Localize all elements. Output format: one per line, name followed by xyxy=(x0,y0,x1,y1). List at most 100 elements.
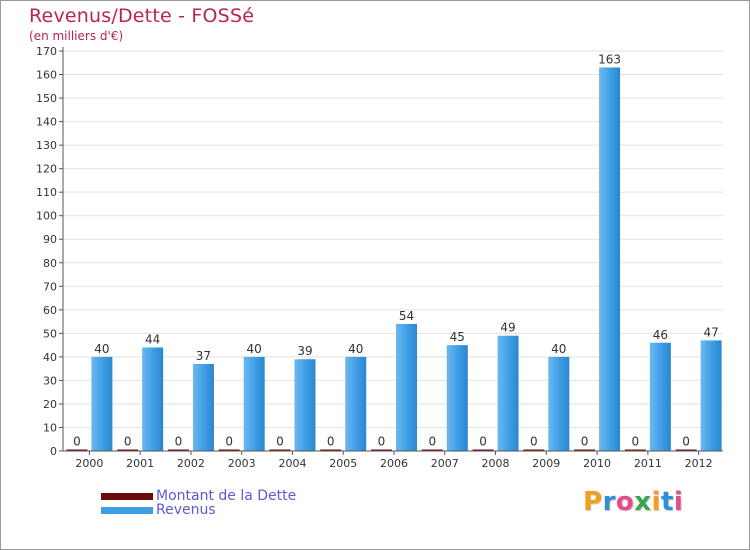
y-tick-label: 120 xyxy=(36,163,57,176)
x-tick-label-2006: 2006 xyxy=(380,457,408,470)
data-label-dette-2009: 0 xyxy=(530,435,538,449)
y-tick-label: 10 xyxy=(43,421,57,434)
bar-dette-2010 xyxy=(574,449,596,451)
data-label-revenus-2000: 40 xyxy=(94,342,109,356)
brand-letter: r xyxy=(602,487,616,517)
y-tick-label: 40 xyxy=(43,351,57,364)
x-tick-label-2012: 2012 xyxy=(685,457,713,470)
brand-letter: i xyxy=(673,487,684,517)
y-tick-label: 110 xyxy=(36,186,57,199)
bar-revenus-2001 xyxy=(142,347,164,451)
data-label-dette-2002: 0 xyxy=(175,435,183,449)
data-label-revenus-2007: 45 xyxy=(450,330,465,344)
data-label-dette-2005: 0 xyxy=(327,435,335,449)
bar-dette-2004 xyxy=(269,449,291,451)
data-label-dette-2003: 0 xyxy=(225,435,233,449)
y-tick-label: 50 xyxy=(43,327,57,340)
data-label-dette-2007: 0 xyxy=(428,435,436,449)
data-label-revenus-2010: 163 xyxy=(598,52,621,66)
bar-dette-2011 xyxy=(624,449,646,451)
bar-revenus-2008 xyxy=(497,335,519,451)
bar-dette-2005 xyxy=(320,449,342,451)
y-tick-label: 150 xyxy=(36,92,57,105)
data-label-revenus-2004: 39 xyxy=(297,344,312,358)
bar-revenus-2011 xyxy=(649,342,671,451)
legend-label-revenus: Revenus xyxy=(156,502,216,518)
bar-revenus-2004 xyxy=(294,359,316,451)
legend-swatch-revenus xyxy=(101,506,153,514)
y-tick-label: 170 xyxy=(36,45,57,58)
x-tick-label-2010: 2010 xyxy=(583,457,611,470)
x-tick-label-2007: 2007 xyxy=(431,457,459,470)
brand-letter: o xyxy=(615,487,635,517)
legend-item-dette: Montant de la Dette xyxy=(101,488,296,504)
data-label-dette-2010: 0 xyxy=(581,435,589,449)
data-label-revenus-2006: 54 xyxy=(399,309,414,323)
y-tick-label: 70 xyxy=(43,280,57,293)
y-tick-label: 30 xyxy=(43,374,57,387)
data-label-revenus-2011: 46 xyxy=(653,328,668,342)
y-tick-label: 160 xyxy=(36,69,57,82)
bar-revenus-2003 xyxy=(243,356,265,451)
data-label-revenus-2002: 37 xyxy=(196,349,211,363)
bar-revenus-2006 xyxy=(396,323,417,451)
bar-dette-2001 xyxy=(117,449,139,451)
data-label-dette-2008: 0 xyxy=(479,435,487,449)
bar-revenus-2000 xyxy=(91,356,113,451)
data-label-revenus-2001: 44 xyxy=(145,332,160,346)
bar-revenus-2007 xyxy=(446,345,468,451)
legend-label-dette: Montant de la Dette xyxy=(156,488,297,504)
x-tick-label-2000: 2000 xyxy=(75,457,103,470)
x-tick-label-2001: 2001 xyxy=(126,457,154,470)
data-label-revenus-2012: 47 xyxy=(703,325,718,339)
data-label-dette-2006: 0 xyxy=(378,435,386,449)
y-tick-label: 140 xyxy=(36,116,57,129)
data-label-dette-2000: 0 xyxy=(73,435,81,449)
brand-letter: x xyxy=(634,487,652,517)
chart-subtitle: (en milliers d'€) xyxy=(29,29,124,43)
bar-dette-2009 xyxy=(523,449,545,451)
brand-letter: P xyxy=(583,487,603,517)
data-label-dette-2012: 0 xyxy=(682,435,690,449)
data-label-revenus-2009: 40 xyxy=(551,342,566,356)
x-tick-label-2009: 2009 xyxy=(532,457,560,470)
bar-dette-2000 xyxy=(66,449,88,451)
x-tick-label-2004: 2004 xyxy=(278,457,306,470)
bar-dette-2006 xyxy=(371,449,392,451)
bar-dette-2008 xyxy=(472,449,494,451)
chart-title: Revenus/Dette - FOSSé xyxy=(29,5,255,27)
bar-revenus-2012 xyxy=(700,340,722,451)
y-tick-label: 0 xyxy=(50,445,57,458)
bar-dette-2007 xyxy=(421,449,443,451)
x-tick-label-2008: 2008 xyxy=(482,457,510,470)
data-label-dette-2011: 0 xyxy=(632,435,640,449)
data-label-revenus-2003: 40 xyxy=(247,342,262,356)
data-label-revenus-2005: 40 xyxy=(348,342,363,356)
y-tick-label: 20 xyxy=(43,398,57,411)
x-tick-label-2005: 2005 xyxy=(329,457,357,470)
bar-revenus-2002 xyxy=(192,363,214,451)
legend-swatch-dette xyxy=(101,492,153,500)
bar-dette-2003 xyxy=(218,449,240,451)
legend-item-revenus: Revenus xyxy=(101,502,216,518)
bar-dette-2002 xyxy=(167,449,189,451)
y-tick-label: 80 xyxy=(43,257,57,270)
brand-letter: i xyxy=(651,487,661,517)
bar-revenus-2005 xyxy=(345,356,367,451)
bar-revenus-2010 xyxy=(599,67,621,452)
data-label-revenus-2008: 49 xyxy=(500,321,515,335)
bar-revenus-2009 xyxy=(548,356,570,451)
brand-letter: t xyxy=(660,487,674,517)
bar-dette-2012 xyxy=(675,449,697,451)
data-label-dette-2001: 0 xyxy=(124,435,132,449)
x-tick-label-2002: 2002 xyxy=(177,457,205,470)
y-tick-label: 90 xyxy=(43,233,57,246)
data-label-dette-2004: 0 xyxy=(276,435,284,449)
brand-logo: Proxiti xyxy=(583,487,683,517)
y-tick-label: 60 xyxy=(43,304,57,317)
y-tick-label: 130 xyxy=(36,139,57,152)
x-tick-label-2011: 2011 xyxy=(634,457,662,470)
y-tick-label: 100 xyxy=(36,210,57,223)
